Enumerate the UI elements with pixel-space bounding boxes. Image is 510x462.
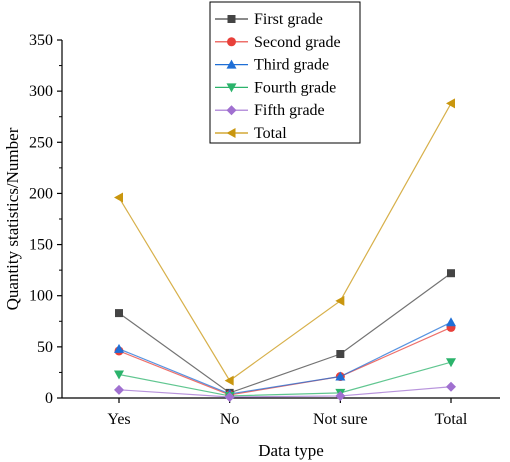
series-fourth-grade: [114, 358, 457, 401]
legend-item: Second grade: [215, 34, 341, 51]
legend-item: Fourth grade: [215, 79, 336, 96]
y-axis-title: Quantity statistics/Number: [3, 127, 22, 310]
series-line: [118, 386, 452, 398]
y-tick-label: 300: [29, 83, 53, 100]
legend-label: First grade: [254, 11, 323, 28]
legend-label: Fifth grade: [254, 102, 325, 119]
legend-label: Second grade: [254, 34, 341, 51]
y-tick-label: 100: [29, 288, 53, 305]
data-point: [224, 375, 234, 386]
x-tick-label: Total: [435, 411, 468, 428]
data-point: [114, 192, 123, 203]
legend-item: Third grade: [215, 57, 329, 74]
data-point: [335, 390, 346, 401]
x-tick-label: No: [220, 411, 240, 428]
x-axis-title: Data type: [258, 441, 324, 460]
legend-label: Third grade: [254, 57, 329, 74]
legend-item: Fifth grade: [215, 102, 325, 119]
legend-marker: [226, 59, 237, 69]
y-tick-label: 200: [29, 185, 53, 202]
legend-item: Total: [215, 125, 287, 142]
data-point: [447, 269, 456, 278]
y-tick-label: 0: [45, 390, 53, 407]
data-point: [114, 384, 124, 395]
series-layer: [114, 98, 457, 402]
y-tick-label: 350: [29, 32, 53, 49]
series-line: [118, 321, 452, 395]
series-line: [118, 103, 452, 382]
data-point: [446, 98, 456, 109]
data-point: [114, 343, 124, 353]
y-tick-label: 250: [29, 134, 53, 151]
data-point: [115, 309, 123, 318]
data-point: [446, 381, 457, 392]
axes: 0 50 100 150 200 250 300 350 Yes No Not sure Total: [29, 32, 500, 428]
series-fifth-grade: [114, 381, 457, 402]
legend: First grade Second grade Third grade Fourth…: [209, 1, 361, 144]
legend-marker: [226, 83, 237, 93]
data-point: [446, 358, 457, 368]
y-tick-label: 50: [37, 339, 53, 356]
legend-marker: [226, 105, 237, 116]
legend-label: Fourth grade: [254, 79, 336, 96]
data-point: [335, 295, 345, 306]
series-first-grade: [115, 269, 456, 397]
legend-label: Total: [254, 125, 287, 142]
legend-marker: [226, 128, 236, 138]
data-point: [446, 317, 457, 327]
legend-item: First grade: [215, 11, 323, 28]
data-point: [114, 370, 124, 380]
legend-marker: [227, 37, 236, 47]
series-line: [118, 272, 452, 394]
legend-box: [209, 1, 361, 144]
legend-marker: [227, 15, 236, 23]
y-tick-label: 150: [29, 237, 53, 254]
x-tick-label: Not sure: [313, 411, 368, 428]
data-point: [336, 350, 345, 359]
data-point: [335, 371, 346, 381]
x-tick-label: Yes: [107, 411, 130, 428]
series-second-grade: [114, 322, 456, 400]
series-line: [118, 361, 452, 397]
series-third-grade: [114, 317, 457, 398]
data-point: [224, 391, 235, 402]
series-total: [114, 98, 456, 386]
